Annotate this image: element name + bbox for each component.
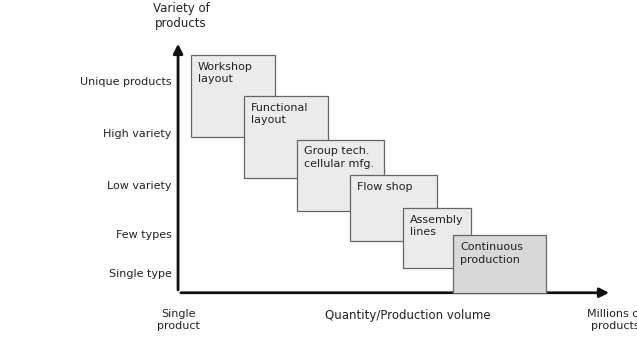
Text: Single
product: Single product: [157, 309, 199, 331]
Text: Variety of
products: Variety of products: [153, 2, 210, 30]
Bar: [350, 175, 437, 241]
Bar: [190, 55, 275, 137]
Text: Continuous
production: Continuous production: [460, 242, 523, 264]
Text: Flow shop: Flow shop: [357, 182, 413, 192]
Text: Few types: Few types: [116, 230, 172, 240]
Bar: [403, 208, 471, 268]
Text: Functional
layout: Functional layout: [251, 103, 308, 125]
Text: Assembly
lines: Assembly lines: [410, 215, 464, 237]
Text: High variety: High variety: [103, 129, 172, 139]
Bar: [453, 235, 547, 293]
Text: Workshop
layout: Workshop layout: [198, 62, 253, 84]
Text: Single type: Single type: [109, 268, 172, 279]
Bar: [297, 140, 384, 211]
Text: Unique products: Unique products: [80, 77, 172, 87]
Text: Millions of
products: Millions of products: [587, 309, 637, 331]
Bar: [243, 96, 328, 178]
Text: Quantity/Production volume: Quantity/Production volume: [325, 309, 490, 322]
Text: Low variety: Low variety: [107, 181, 172, 191]
Text: Group tech.
cellular mfg.: Group tech. cellular mfg.: [304, 146, 375, 169]
